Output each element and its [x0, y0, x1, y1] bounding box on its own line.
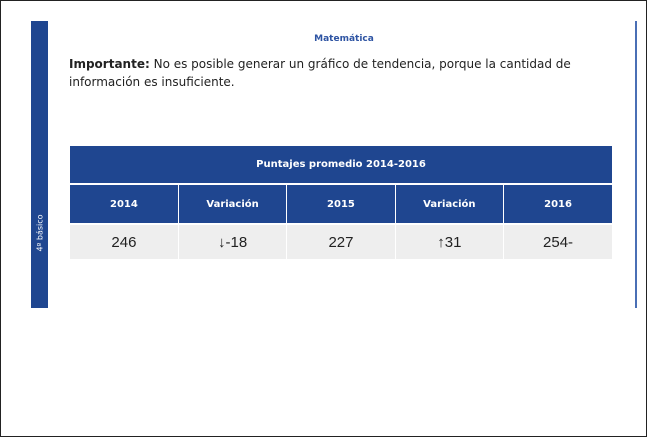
header-row: 2014 Variación 2015 Variación 2016 [70, 184, 612, 225]
table-body: 246 ↓-18 227 ↑31 254- [70, 224, 612, 259]
side-label: 4º básico [35, 214, 45, 252]
column-header: Variación [178, 184, 288, 225]
table-cell: ↑31 [395, 224, 505, 259]
table-title: Puntajes promedio 2014-2016 [70, 146, 612, 185]
note-text: No es posible generar un gráfico de tend… [69, 57, 571, 89]
table-row: 246 ↓-18 227 ↑31 254- [70, 224, 612, 259]
column-header: Variación [395, 184, 505, 225]
side-bar [31, 21, 48, 308]
note: Importante: No es posible generar un grá… [69, 55, 617, 91]
column-header: 2015 [286, 184, 396, 225]
table-cell: 246 [70, 224, 179, 259]
table-cell: 227 [286, 224, 396, 259]
scores-table: Puntajes promedio 2014-2016 2014 Variació… [70, 146, 612, 259]
table-cell: 254- [503, 224, 612, 259]
table-head: Puntajes promedio 2014-2016 2014 Variació… [70, 146, 612, 225]
caption-row: Puntajes promedio 2014-2016 [70, 146, 612, 185]
table-cell: ↓-18 [178, 224, 288, 259]
column-header: 2014 [70, 184, 179, 225]
right-rule [635, 21, 637, 308]
column-header: 2016 [503, 184, 612, 225]
note-bold: Importante: [69, 57, 150, 71]
section-title: Matemática [314, 34, 374, 44]
